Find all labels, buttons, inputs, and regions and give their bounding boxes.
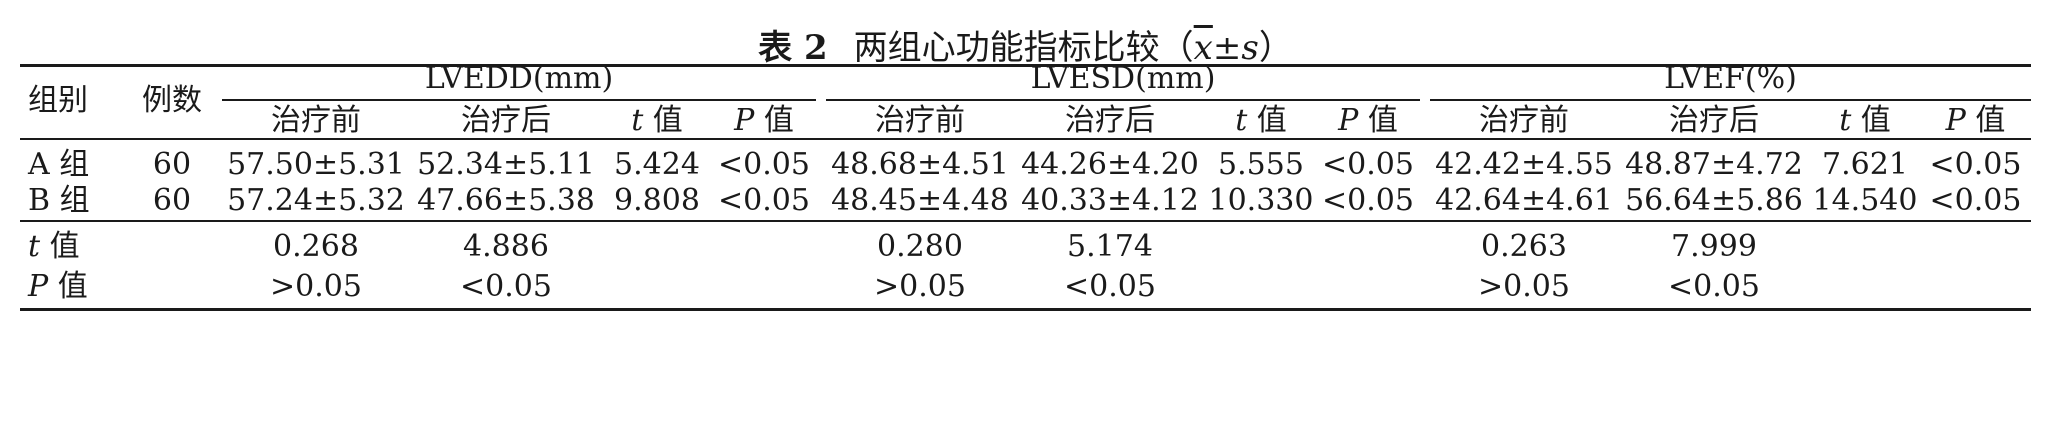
lvedd-rule xyxy=(222,99,816,101)
p-symbol: P xyxy=(1945,103,1966,138)
p-row-lvesd-before: >0.05 xyxy=(874,269,966,304)
value-word: 值 xyxy=(652,103,683,138)
lvesd-after-header: 治疗后 xyxy=(1065,103,1155,138)
lvedd-before-header: 治疗前 xyxy=(271,103,361,138)
value-word: 值 xyxy=(1367,103,1398,138)
t-symbol: t xyxy=(28,229,41,264)
p-symbol: P xyxy=(28,269,49,304)
stat-sd-symbol: s xyxy=(1241,28,1259,68)
row-a-lvedd-after: 52.34±5.11 xyxy=(417,147,595,182)
p-row-label: P 值 xyxy=(28,266,88,308)
t-symbol: t xyxy=(1235,103,1248,138)
value-word: 值 xyxy=(763,103,794,138)
row-a-lvesd-t: 5.555 xyxy=(1218,147,1304,182)
t-row-lvef-after: 7.999 xyxy=(1671,229,1757,264)
header-lvedd: LVEDD(mm) xyxy=(424,61,614,96)
t-row-lvedd-before: 0.268 xyxy=(273,229,359,264)
t-symbol: t xyxy=(631,103,644,138)
row-b-lvef-t: 14.540 xyxy=(1812,183,1918,218)
group-rule xyxy=(20,220,2031,222)
header-lvesd: LVESD(mm) xyxy=(1030,61,1216,96)
row-a-lvedd-t: 5.424 xyxy=(614,147,700,182)
lvef-before-header: 治疗前 xyxy=(1479,103,1569,138)
lvef-t-header: t 值 xyxy=(1810,100,1920,142)
t-row-lvesd-before: 0.280 xyxy=(877,229,963,264)
row-a-lvedd-before: 57.50±5.31 xyxy=(227,147,405,182)
value-word: 值 xyxy=(57,269,88,304)
table-caption: 表 2 两组心功能指标比较（x±s） xyxy=(0,22,2051,74)
t-row-lvef-before: 0.263 xyxy=(1481,229,1567,264)
t-row-label: t 值 xyxy=(28,226,80,268)
t-symbol: t xyxy=(1839,103,1852,138)
row-b-lvesd-p: <0.05 xyxy=(1322,183,1414,218)
lvesd-t-header: t 值 xyxy=(1206,100,1316,142)
p-row-lvedd-before: >0.05 xyxy=(270,269,362,304)
row-a-cases: 60 xyxy=(152,147,192,182)
row-a-lvef-t: 7.621 xyxy=(1822,147,1908,182)
lvesd-p-header: P 值 xyxy=(1316,100,1420,142)
row-a-lvesd-p: <0.05 xyxy=(1322,147,1414,182)
value-word: 值 xyxy=(1975,103,2006,138)
row-b-cases: 60 xyxy=(152,183,192,218)
lvef-rule xyxy=(1430,99,2031,101)
lvesd-rule xyxy=(826,99,1420,101)
row-b-lvef-p: <0.05 xyxy=(1929,183,2022,218)
row-a-lvesd-after: 44.26±4.20 xyxy=(1021,147,1199,182)
row-a-group: A 组 xyxy=(28,147,90,182)
value-word: 值 xyxy=(49,229,80,264)
t-row-lvesd-after: 5.174 xyxy=(1067,229,1153,264)
row-b-lvef-after: 56.64±5.86 xyxy=(1625,183,1803,218)
row-b-lvesd-t: 10.330 xyxy=(1208,183,1314,218)
value-word: 值 xyxy=(1256,103,1287,138)
row-b-lvedd-after: 47.66±5.38 xyxy=(417,183,595,218)
stat-mean-symbol: x xyxy=(1193,28,1213,68)
row-a-lvesd-before: 48.68±4.51 xyxy=(831,147,1009,182)
row-b-lvedd-t: 9.808 xyxy=(614,183,700,218)
row-a-lvef-before: 42.42±4.55 xyxy=(1435,147,1613,182)
table-label: 表 2 xyxy=(758,28,828,68)
row-b-lvesd-after: 40.33±4.12 xyxy=(1021,183,1199,218)
stat-pm-symbol: ± xyxy=(1212,28,1242,68)
row-a-lvef-after: 48.87±4.72 xyxy=(1625,147,1803,182)
lvef-p-header: P 值 xyxy=(1920,100,2031,142)
top-rule xyxy=(20,64,2031,67)
row-b-group: B 组 xyxy=(28,183,90,218)
lvedd-t-header: t 值 xyxy=(602,100,712,142)
p-symbol: P xyxy=(734,103,755,138)
header-rule xyxy=(20,138,2031,140)
header-group: 组别 xyxy=(28,83,88,118)
table-title: 两组心功能指标比较 xyxy=(853,28,1160,68)
stat-close: ） xyxy=(1258,28,1293,68)
bottom-rule xyxy=(20,308,2031,311)
row-a-lvef-p: <0.05 xyxy=(1929,147,2022,182)
header-lvef: LVEF(%) xyxy=(1664,61,1797,96)
p-row-lvef-before: >0.05 xyxy=(1478,269,1570,304)
row-b-lvef-before: 42.64±4.61 xyxy=(1435,183,1613,218)
lvedd-after-header: 治疗后 xyxy=(461,103,551,138)
value-word: 值 xyxy=(1860,103,1891,138)
header-cases: 例数 xyxy=(142,83,202,118)
row-a-lvedd-p: <0.05 xyxy=(718,147,810,182)
lvef-after-header: 治疗后 xyxy=(1669,103,1759,138)
p-symbol: P xyxy=(1338,103,1359,138)
t-row-lvedd-after: 4.886 xyxy=(463,229,549,264)
row-b-lvesd-before: 48.45±4.48 xyxy=(831,183,1009,218)
lvesd-before-header: 治疗前 xyxy=(875,103,965,138)
stat-open: （ xyxy=(1159,28,1194,68)
lvedd-p-header: P 值 xyxy=(712,100,816,142)
p-row-lvedd-after: <0.05 xyxy=(460,269,552,304)
p-row-lvesd-after: <0.05 xyxy=(1064,269,1156,304)
p-row-lvef-after: <0.05 xyxy=(1668,269,1760,304)
row-b-lvedd-p: <0.05 xyxy=(718,183,810,218)
row-b-lvedd-before: 57.24±5.32 xyxy=(227,183,405,218)
